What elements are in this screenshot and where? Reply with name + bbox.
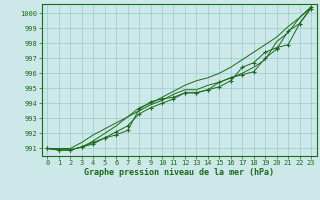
X-axis label: Graphe pression niveau de la mer (hPa): Graphe pression niveau de la mer (hPa) xyxy=(84,168,274,177)
